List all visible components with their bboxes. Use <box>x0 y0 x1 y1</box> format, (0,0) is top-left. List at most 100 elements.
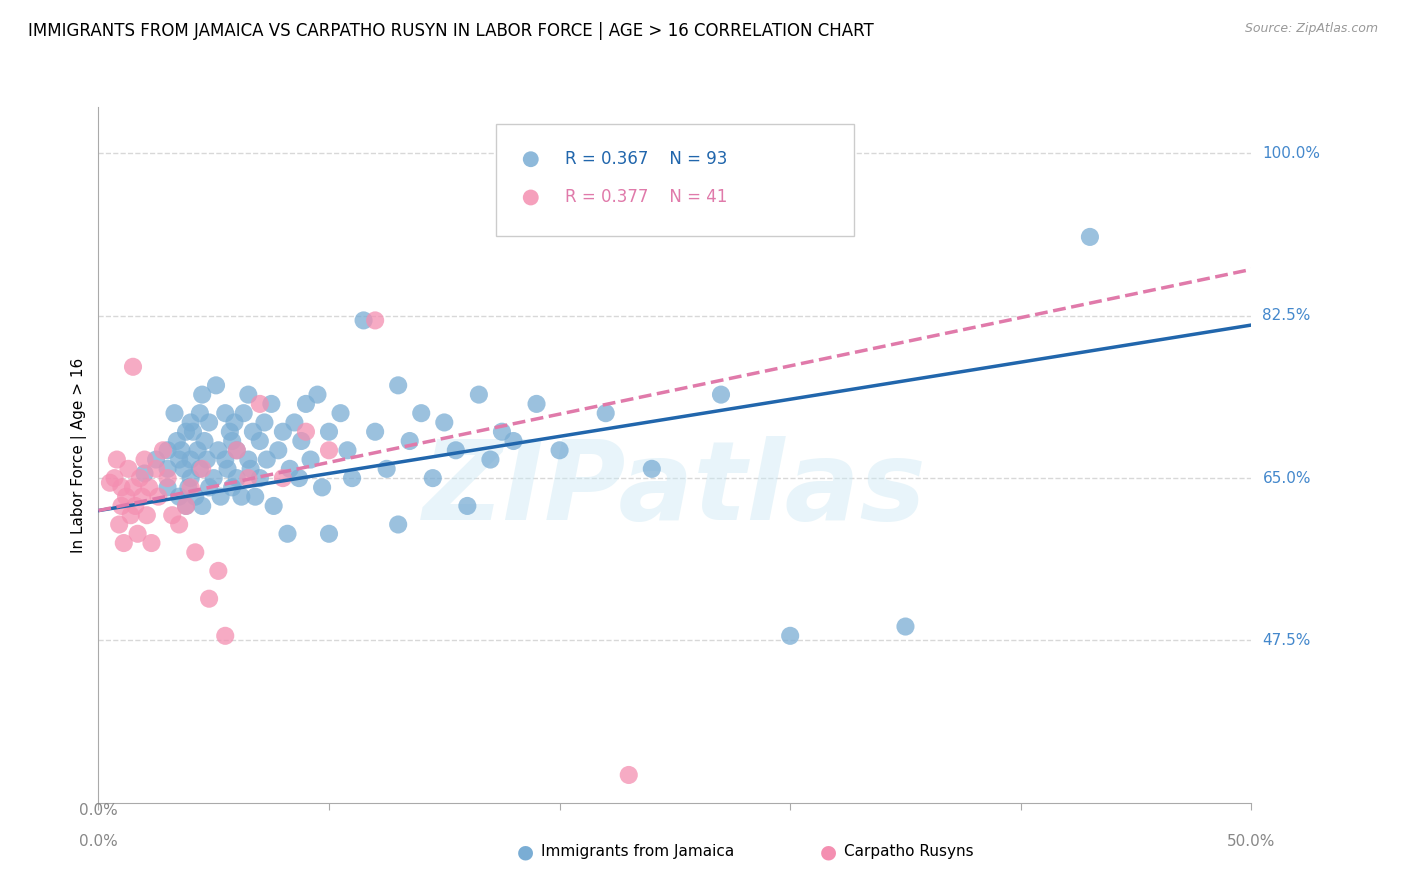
Point <box>214 452 236 467</box>
Point <box>205 378 228 392</box>
Point <box>214 406 236 420</box>
Point <box>249 434 271 448</box>
Point <box>187 443 209 458</box>
Point <box>134 452 156 467</box>
Point <box>181 425 204 439</box>
Point <box>191 499 214 513</box>
Point <box>184 490 207 504</box>
Point <box>239 462 262 476</box>
Point <box>249 471 271 485</box>
Point <box>238 471 260 485</box>
Text: Source: ZipAtlas.com: Source: ZipAtlas.com <box>1244 22 1378 36</box>
Point <box>180 480 202 494</box>
Point <box>387 378 409 392</box>
Point <box>184 545 207 559</box>
Point <box>225 471 247 485</box>
Point <box>156 471 179 485</box>
Point <box>209 490 232 504</box>
Point <box>160 508 183 523</box>
Point <box>364 425 387 439</box>
Point <box>195 452 218 467</box>
Point <box>221 434 243 448</box>
Point <box>295 397 318 411</box>
Point <box>249 397 271 411</box>
Point <box>411 406 433 420</box>
Point <box>156 462 179 476</box>
Point <box>105 452 128 467</box>
Point <box>124 499 146 513</box>
Point <box>290 434 312 448</box>
Point <box>318 443 340 458</box>
Point <box>641 462 664 476</box>
Point <box>127 526 149 541</box>
Point <box>894 619 917 633</box>
Point <box>180 416 202 430</box>
Text: ●: ● <box>517 842 534 862</box>
Point <box>267 443 290 458</box>
Point <box>122 359 145 374</box>
Point <box>329 406 352 420</box>
Text: 65.0%: 65.0% <box>1263 471 1310 485</box>
Point <box>173 462 195 476</box>
Point <box>110 499 132 513</box>
Point <box>245 490 267 504</box>
Point <box>174 499 197 513</box>
Point <box>238 387 260 401</box>
Text: 47.5%: 47.5% <box>1263 633 1310 648</box>
Point <box>163 406 186 420</box>
Point <box>134 467 156 481</box>
Point <box>110 480 132 494</box>
Point <box>299 452 322 467</box>
Point <box>129 471 152 485</box>
Point <box>295 425 318 439</box>
Point <box>191 387 214 401</box>
Point <box>1078 230 1101 244</box>
Point <box>170 443 193 458</box>
Text: Immigrants from Jamaica: Immigrants from Jamaica <box>541 845 734 859</box>
Point <box>307 387 329 401</box>
Point <box>202 471 225 485</box>
Point <box>112 536 135 550</box>
Point <box>271 425 294 439</box>
Point <box>108 517 131 532</box>
Point <box>141 536 163 550</box>
Point <box>433 416 456 430</box>
Point <box>177 480 200 494</box>
Point <box>231 490 253 504</box>
Point <box>225 443 247 458</box>
Point <box>214 629 236 643</box>
Text: 0.0%: 0.0% <box>79 803 118 818</box>
Point <box>375 462 398 476</box>
Point <box>103 471 125 485</box>
Point <box>364 313 387 327</box>
Y-axis label: In Labor Force | Age > 16: In Labor Force | Age > 16 <box>72 358 87 552</box>
Point <box>145 462 167 476</box>
Point <box>166 434 188 448</box>
Point <box>180 452 202 467</box>
Point <box>188 406 211 420</box>
Text: 50.0%: 50.0% <box>1227 834 1275 849</box>
Point <box>456 499 478 513</box>
Point <box>207 564 229 578</box>
Point <box>122 480 145 494</box>
Point <box>318 425 340 439</box>
Point <box>167 490 190 504</box>
Point <box>952 216 974 230</box>
Point <box>256 452 278 467</box>
Point <box>198 591 221 606</box>
Point <box>218 425 240 439</box>
Point <box>276 526 298 541</box>
Text: R = 0.377    N = 41: R = 0.377 N = 41 <box>565 188 728 206</box>
Text: ZIPatlas: ZIPatlas <box>423 436 927 543</box>
Point <box>444 443 467 458</box>
Point <box>191 462 214 476</box>
Point <box>779 629 801 643</box>
Point <box>193 434 215 448</box>
Point <box>502 434 524 448</box>
Point <box>138 480 160 494</box>
Point <box>115 490 138 504</box>
Text: ●: ● <box>820 842 837 862</box>
Point <box>595 406 617 420</box>
Point <box>217 462 239 476</box>
Point <box>156 480 179 494</box>
